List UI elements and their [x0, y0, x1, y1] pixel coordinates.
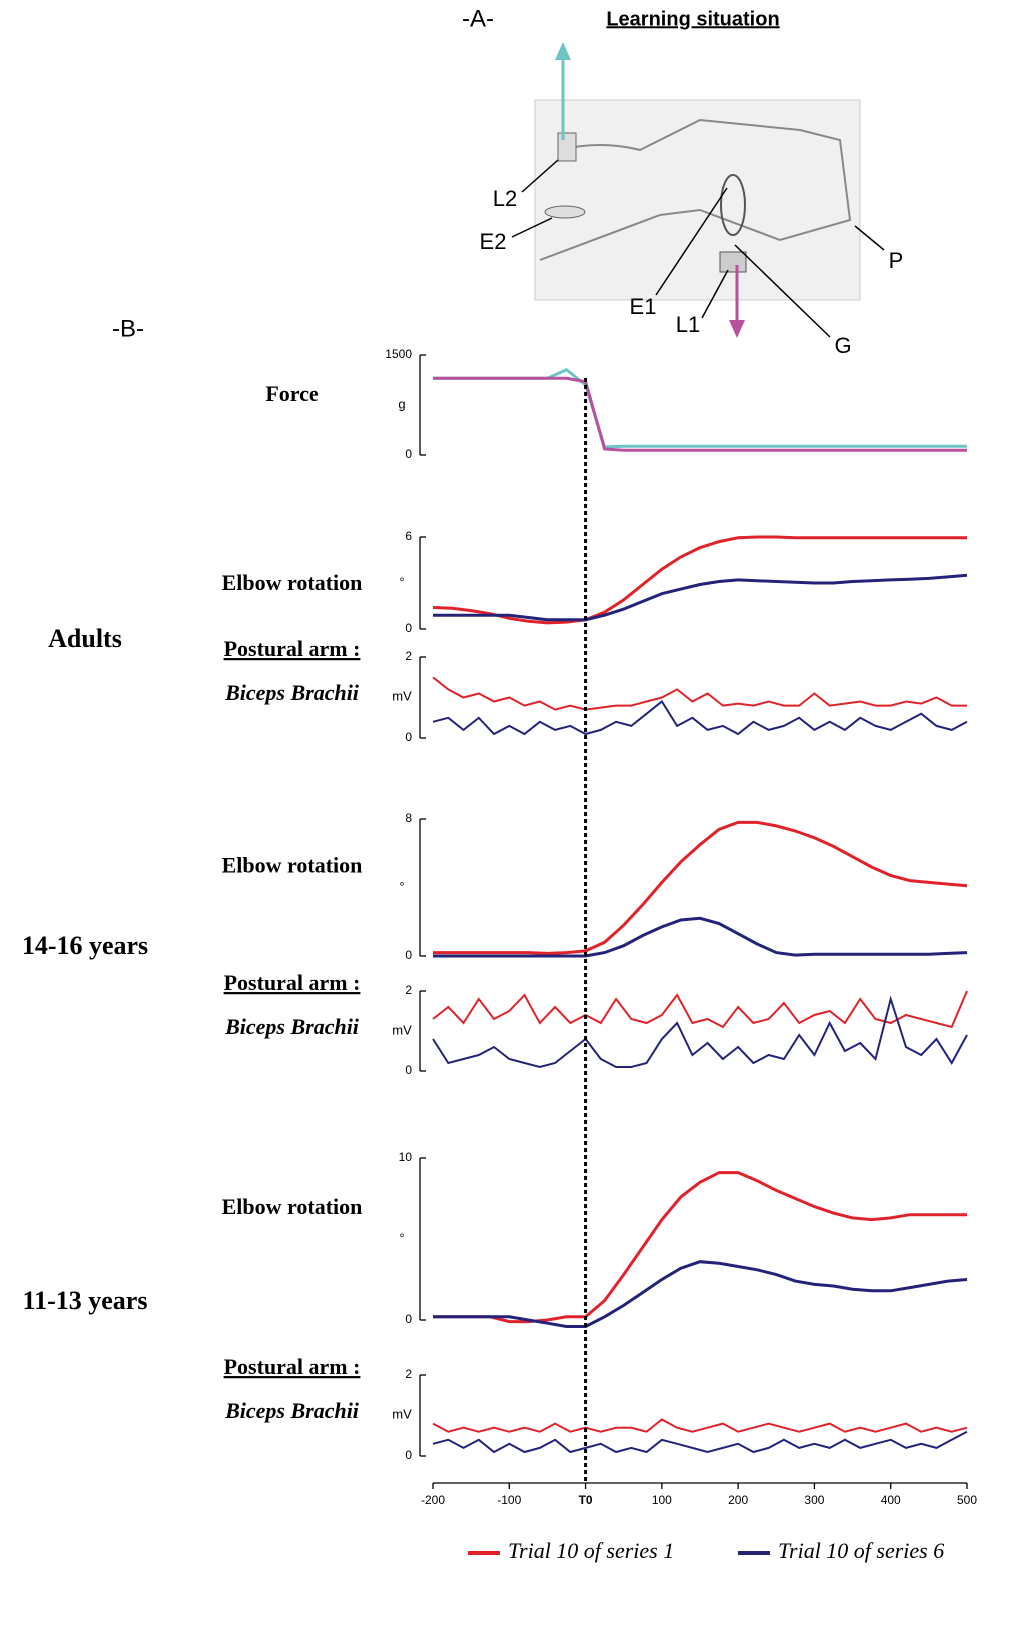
row-subtitle: Biceps Brachii [224, 1014, 360, 1039]
y-tick-label: 2 [405, 983, 412, 997]
row-title: Elbow rotation [222, 570, 363, 595]
row-title: Elbow rotation [222, 853, 363, 878]
y-unit: mV [392, 1406, 412, 1421]
series-line [433, 573, 968, 622]
row-title: Postural arm : [224, 1354, 361, 1379]
part-label: P [889, 248, 904, 273]
part-label: L1 [676, 312, 700, 337]
series-line [433, 820, 968, 955]
row-title: Postural arm : [224, 970, 361, 995]
series-line [433, 1171, 967, 1324]
sketch [511, 42, 885, 338]
series-line [433, 1260, 968, 1328]
y-unit: g [398, 396, 405, 411]
x-tick-label: 100 [652, 1493, 672, 1507]
y-tick-label: 0 [405, 447, 412, 461]
group-label: 14-16 years [22, 931, 148, 960]
y-tick-label: 0 [405, 621, 412, 635]
y-unit: ° [399, 879, 404, 894]
x-tick-label: 500 [957, 1493, 977, 1507]
row-title: Elbow rotation [222, 1194, 363, 1219]
legend-label: Trial 10 of series 1 [508, 1538, 674, 1563]
y-tick-label: 6 [405, 529, 412, 543]
row-subtitle: Biceps Brachii [224, 1398, 360, 1423]
group-label: 11-13 years [23, 1286, 148, 1315]
x-tick-label: T0 [579, 1493, 593, 1507]
row-title: Postural arm : [224, 636, 361, 661]
panel-a-label: -A- [462, 5, 494, 32]
y-unit: ° [399, 574, 404, 589]
series-line [432, 676, 967, 711]
series-line [432, 535, 967, 625]
x-tick-label: -100 [497, 1493, 521, 1507]
series-line [432, 700, 968, 736]
legend-label: Trial 10 of series 6 [778, 1538, 944, 1563]
group-label: Adults [48, 624, 122, 653]
x-tick-label: 200 [728, 1493, 748, 1507]
part-label: L2 [493, 186, 517, 211]
y-unit: mV [392, 1022, 412, 1037]
x-tick-label: 400 [881, 1493, 901, 1507]
y-tick-label: 2 [405, 1367, 412, 1381]
series-line [432, 990, 968, 1029]
series-line [433, 376, 967, 452]
y-tick-label: 0 [405, 1312, 412, 1326]
x-tick-label: -200 [421, 1493, 445, 1507]
series-line [432, 1430, 968, 1454]
series-line [432, 1418, 968, 1433]
panel-a-title: Learning situation [606, 8, 779, 30]
panel-b-label: -B- [112, 315, 144, 342]
part-label: G [834, 333, 851, 358]
series-line [433, 916, 968, 958]
y-tick-label: 0 [405, 1063, 412, 1077]
part-label: E2 [480, 229, 507, 254]
x-tick-label: 300 [804, 1493, 824, 1507]
y-tick-label: 0 [405, 948, 412, 962]
y-tick-label: 0 [405, 730, 412, 744]
row-subtitle: Biceps Brachii [224, 680, 360, 705]
row-title: Force [265, 381, 319, 406]
series-line [432, 995, 968, 1069]
y-unit: mV [392, 688, 412, 703]
y-tick-label: 1500 [385, 347, 412, 361]
part-label: E1 [630, 294, 657, 319]
y-tick-label: 2 [405, 649, 412, 663]
series-line [433, 367, 967, 449]
y-tick-label: 10 [399, 1150, 413, 1164]
y-unit: ° [399, 1230, 404, 1245]
y-tick-label: 8 [405, 811, 412, 825]
y-tick-label: 0 [405, 1448, 412, 1462]
